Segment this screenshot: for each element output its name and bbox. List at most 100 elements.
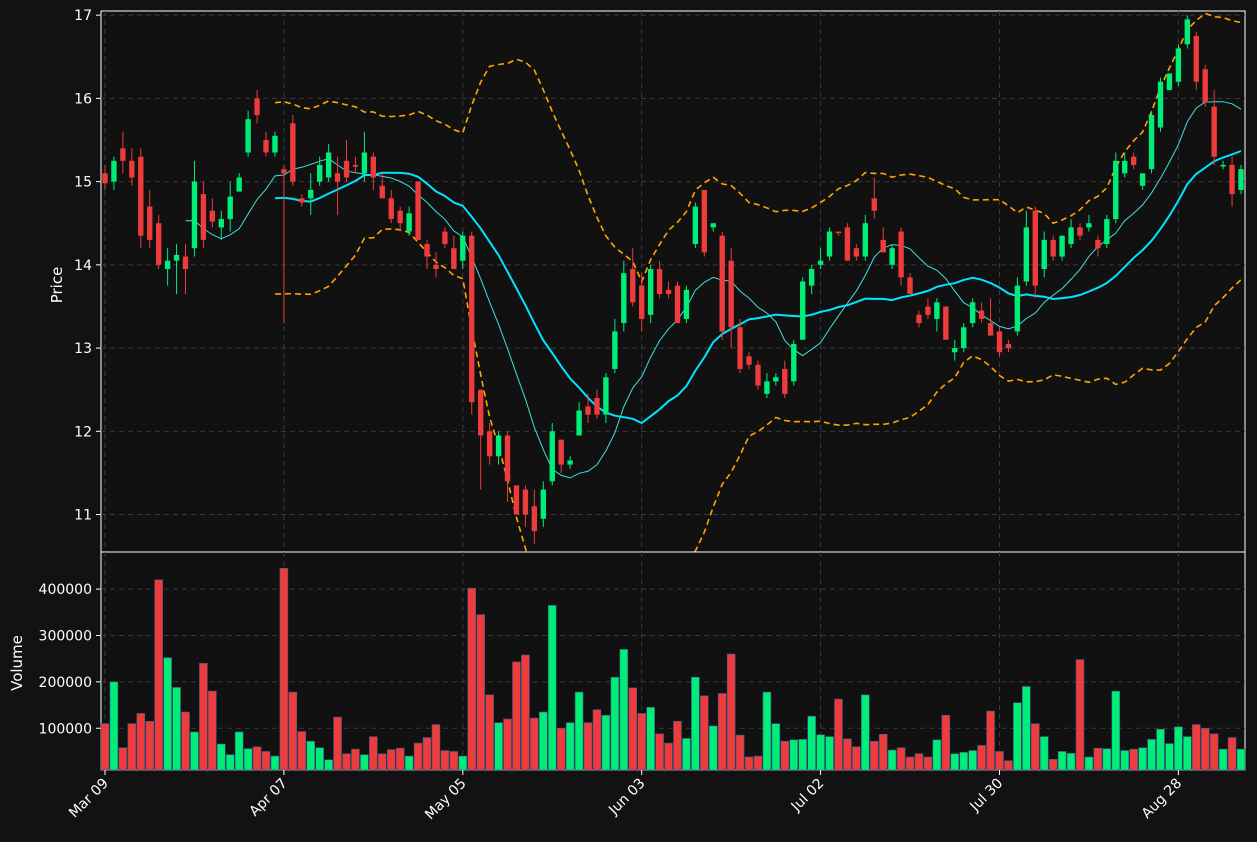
- candle-body: [370, 156, 377, 178]
- candle-body: [316, 164, 323, 182]
- volume-bar: [270, 755, 280, 771]
- candle-body: [639, 285, 645, 319]
- candle-body: [155, 223, 162, 265]
- candle-body: [978, 310, 985, 319]
- candle-body: [755, 364, 761, 386]
- volume-bar: [852, 746, 861, 771]
- candle-body: [1050, 239, 1056, 257]
- candle-body: [612, 331, 618, 369]
- candle-body: [764, 381, 770, 394]
- volume-bar: [127, 723, 137, 771]
- volume-bar: [959, 752, 968, 771]
- volume-bar: [610, 676, 620, 771]
- volume-bar: [1218, 748, 1228, 771]
- volume-bar: [1227, 737, 1237, 771]
- candle-body: [478, 389, 484, 436]
- candle-body: [1005, 343, 1012, 349]
- volume-bar: [628, 687, 638, 771]
- volume-bar: [324, 759, 333, 771]
- candle-body: [200, 194, 207, 240]
- candle-body: [907, 277, 913, 294]
- volume-bar: [1111, 690, 1121, 771]
- volume-bar: [1200, 727, 1210, 771]
- candle-body: [531, 506, 538, 532]
- volume-axis-label: Volume: [8, 635, 26, 691]
- candle-body: [182, 256, 189, 270]
- candle-body: [1032, 210, 1038, 286]
- candle-body: [683, 289, 690, 319]
- candle-body: [1014, 285, 1021, 332]
- volume-bar: [386, 749, 396, 771]
- candle-body: [567, 460, 573, 465]
- candle-body: [889, 248, 895, 265]
- candle-body: [504, 435, 511, 482]
- candle-body: [1059, 235, 1065, 257]
- volume-bar: [1138, 747, 1147, 771]
- volume-bar: [717, 693, 727, 771]
- volume-bar: [1209, 733, 1219, 771]
- candle-body: [1157, 81, 1164, 128]
- candle-body: [469, 235, 475, 403]
- volume-bar: [1075, 659, 1085, 771]
- volume-bar: [816, 734, 825, 771]
- candle-body: [710, 223, 716, 228]
- volume-bar: [735, 734, 745, 771]
- candle-body: [773, 377, 779, 382]
- volume-bar: [744, 756, 754, 771]
- candle-body: [263, 140, 269, 153]
- candle-body: [460, 235, 466, 261]
- volume-bar: [172, 687, 181, 771]
- candle-body: [969, 302, 976, 324]
- volume-bar: [1057, 751, 1067, 771]
- candle-body: [245, 119, 251, 153]
- candle-body: [1041, 239, 1047, 270]
- candle-body: [1086, 223, 1092, 228]
- volume-bar: [798, 739, 807, 771]
- volume-tick-label: 400000: [39, 582, 92, 598]
- volume-bar: [136, 713, 146, 771]
- candle-body: [361, 152, 368, 174]
- volume-bar: [601, 714, 611, 771]
- candle-body: [173, 254, 180, 261]
- candle-body: [665, 289, 672, 294]
- volume-bar: [789, 739, 799, 771]
- candle-body: [871, 198, 877, 211]
- volume-bar: [646, 707, 655, 771]
- candle-body: [281, 169, 287, 174]
- volume-bar: [351, 748, 360, 771]
- candle-body: [934, 302, 940, 319]
- candle-body: [1220, 164, 1226, 167]
- candle-body: [719, 235, 725, 332]
- volume-bar: [360, 754, 369, 771]
- volume-bar: [404, 755, 414, 771]
- volume-bar: [467, 587, 477, 771]
- moving-average-fast-line: [185, 101, 1242, 479]
- candle-body: [397, 210, 403, 224]
- price-tick-label: 16: [74, 91, 92, 107]
- volume-tick-label: 100000: [39, 721, 92, 737]
- volume-bar: [914, 753, 924, 771]
- candle-body: [1202, 69, 1208, 103]
- volume-bar: [807, 715, 816, 771]
- candle-body: [343, 160, 350, 178]
- price-plot-area: [102, 12, 1244, 552]
- price-tick-label: 17: [74, 8, 92, 24]
- candle-body: [692, 206, 699, 245]
- volume-bar: [556, 727, 566, 771]
- volume-bar: [1129, 748, 1138, 771]
- candle-body: [791, 343, 797, 382]
- candle-body: [1175, 48, 1182, 82]
- volume-bar: [941, 714, 951, 771]
- volume-bar: [547, 605, 557, 771]
- candle-body: [147, 206, 153, 240]
- candle-body: [433, 264, 439, 270]
- volume-bar: [592, 709, 602, 771]
- candle-body: [594, 398, 600, 415]
- candle-body: [415, 181, 421, 240]
- candle-body: [943, 306, 949, 340]
- volume-bar: [1165, 743, 1174, 771]
- candle-body: [138, 156, 144, 236]
- volume-bar: [449, 751, 459, 771]
- candle-body: [406, 213, 412, 232]
